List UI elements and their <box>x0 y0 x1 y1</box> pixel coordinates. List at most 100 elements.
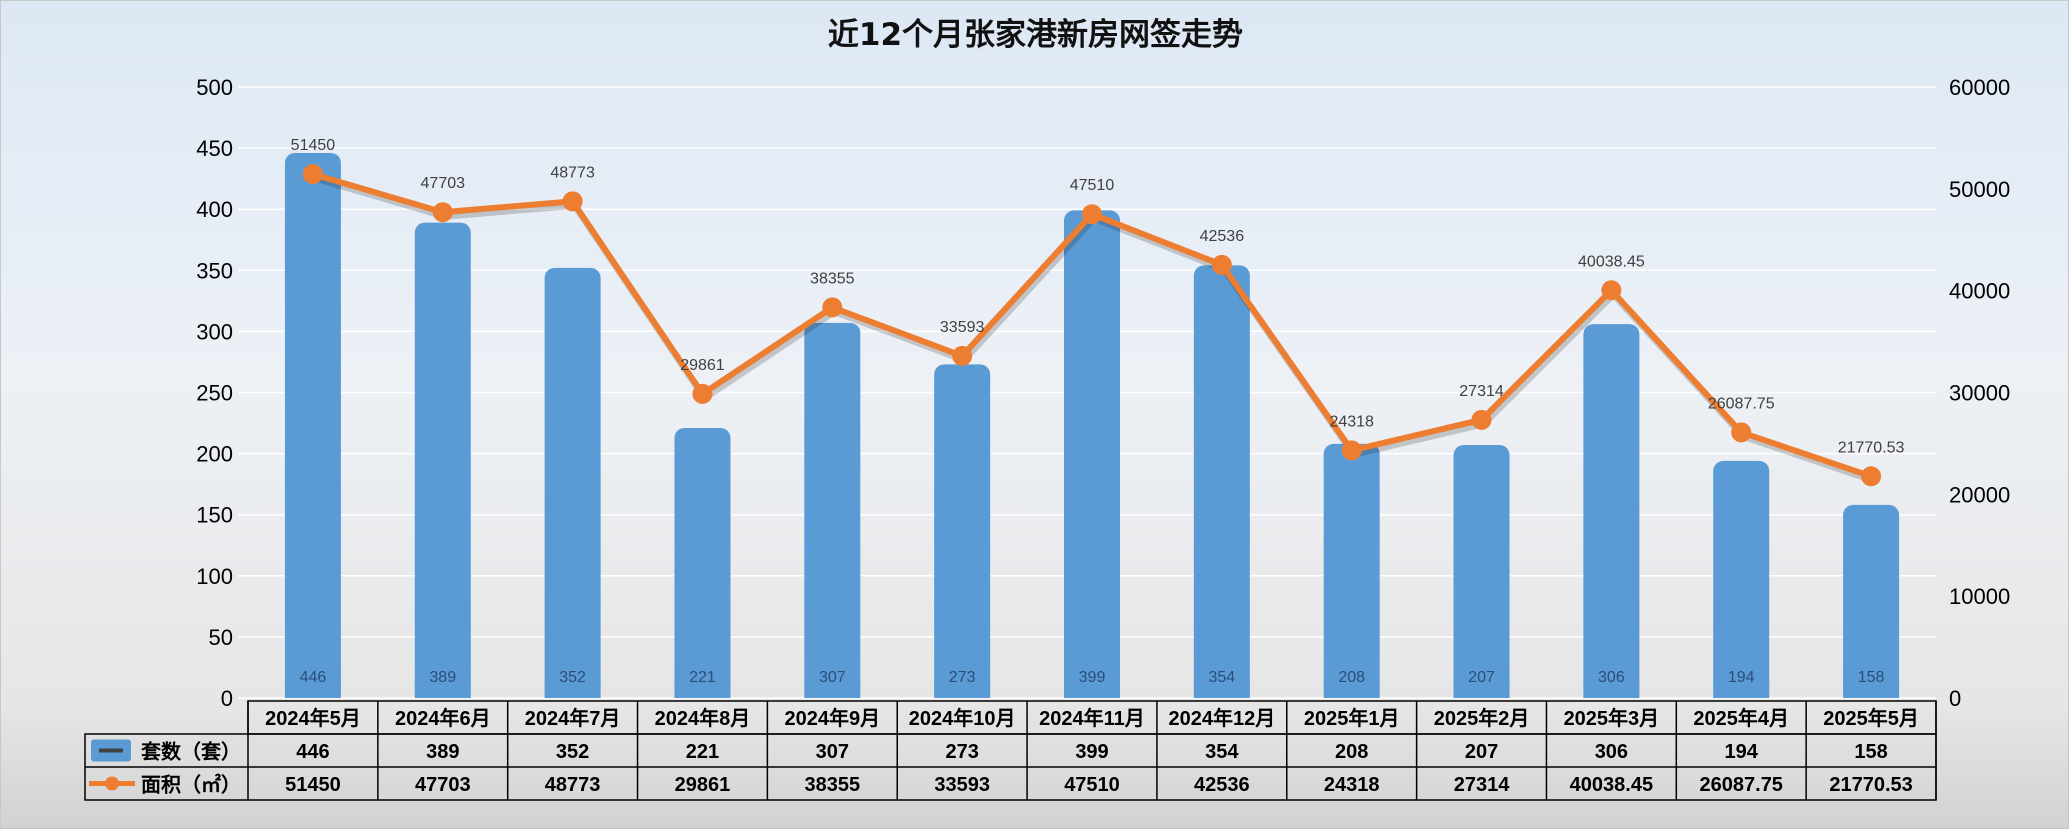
table-cell-count: 446 <box>296 741 329 763</box>
line-point <box>1211 254 1232 275</box>
line-point <box>432 202 453 223</box>
category-label: 2024年11月 <box>1039 706 1145 730</box>
line-value-label: 51450 <box>291 137 336 154</box>
category-label: 2024年9月 <box>784 706 880 730</box>
bar <box>1064 210 1120 698</box>
y-left-tick-label: 200 <box>196 442 233 467</box>
table-cell-count: 306 <box>1595 741 1628 763</box>
table-cell-area: 51450 <box>285 774 341 796</box>
line-point <box>302 164 323 185</box>
bar-base <box>1583 684 1640 698</box>
bar <box>1843 504 1900 698</box>
legend-key-point <box>105 776 119 791</box>
bar <box>414 222 471 698</box>
table-cell-count: 194 <box>1725 741 1759 763</box>
table-cell-count: 158 <box>1854 741 1887 763</box>
table-cell-area: 27314 <box>1454 774 1510 796</box>
bar-base <box>934 684 991 698</box>
line-point <box>822 297 843 318</box>
bar <box>674 427 731 698</box>
y-left-tick-label: 100 <box>196 564 233 589</box>
bar-base <box>1064 684 1120 698</box>
category-label: 2025年1月 <box>1304 706 1400 730</box>
bar-base <box>1713 684 1770 698</box>
bar <box>1583 324 1640 698</box>
table-cell-area: 47703 <box>415 774 471 796</box>
bar-value-label: 158 <box>1858 669 1885 686</box>
bar-base <box>674 684 731 698</box>
category-label: 2024年10月 <box>909 706 1016 730</box>
line-value-label: 40038.45 <box>1578 253 1645 270</box>
line-value-label: 48773 <box>550 164 595 181</box>
table-cell-area: 21770.53 <box>1829 774 1912 796</box>
y-left-tick-label: 250 <box>196 381 233 406</box>
category-label: 2025年2月 <box>1434 706 1530 730</box>
bar-base <box>1323 684 1380 698</box>
line-value-label: 27314 <box>1459 383 1504 400</box>
y-right-tick-label: 0 <box>1949 686 1961 711</box>
table-cell-count: 352 <box>556 741 589 763</box>
line-value-label: 47510 <box>1070 177 1115 194</box>
table-cell-area: 38355 <box>804 774 860 796</box>
line-point <box>1082 204 1102 225</box>
line-value-label: 47703 <box>421 175 466 192</box>
y-left-tick-label: 350 <box>196 258 233 283</box>
bar-value-label: 221 <box>689 669 716 686</box>
bar <box>284 152 341 698</box>
table-cell-count: 354 <box>1205 741 1239 763</box>
table-cell-count: 389 <box>426 741 459 763</box>
line-value-label: 42536 <box>1200 228 1245 245</box>
bar <box>1453 445 1510 698</box>
bar <box>1713 460 1770 698</box>
category-label: 2024年5月 <box>265 706 361 730</box>
line-value-label: 21770.53 <box>1838 439 1905 456</box>
line-point <box>562 191 583 212</box>
y-left-tick-label: 50 <box>209 625 233 650</box>
bar-value-label: 354 <box>1208 669 1235 686</box>
table-cell-area: 40038.45 <box>1570 774 1653 796</box>
bar-base <box>804 684 861 698</box>
y-left-tick-label: 500 <box>196 75 233 100</box>
y-right-tick-label: 50000 <box>1949 177 2010 202</box>
y-right-tick-label: 30000 <box>1949 381 2010 406</box>
y-right-tick-label: 40000 <box>1949 279 2010 304</box>
bar-base <box>414 684 471 698</box>
bar-value-label: 273 <box>949 669 976 686</box>
y-right-tick-label: 10000 <box>1949 584 2010 609</box>
line-value-label: 26087.75 <box>1708 395 1775 412</box>
legend-label-area: 面积（㎡） <box>141 773 241 797</box>
y-right-tick-label: 20000 <box>1949 482 2010 507</box>
line-value-label: 33593 <box>940 319 985 336</box>
line-point <box>1861 466 1882 487</box>
bar-value-label: 207 <box>1468 669 1495 686</box>
category-label: 2025年5月 <box>1823 706 1919 730</box>
category-label: 2024年6月 <box>395 706 491 730</box>
bar-value-label: 389 <box>429 669 456 686</box>
line-point <box>1731 422 1752 443</box>
y-left-tick-label: 0 <box>221 686 233 711</box>
category-label: 2025年3月 <box>1564 706 1660 730</box>
table-cell-count: 208 <box>1335 741 1368 763</box>
legend-label-count: 套数（套） <box>141 740 241 764</box>
bar-value-label: 307 <box>819 669 846 686</box>
bar <box>804 322 861 698</box>
table-cell-area: 33593 <box>934 774 990 796</box>
table-cell-area: 48773 <box>545 774 601 796</box>
y-left-tick-label: 300 <box>196 319 233 344</box>
category-label: 2024年12月 <box>1168 706 1275 730</box>
bar-value-label: 352 <box>559 669 586 686</box>
y-right-tick-label: 60000 <box>1949 75 2010 100</box>
table-cell-area: 42536 <box>1194 774 1250 796</box>
line-point <box>1471 409 1492 430</box>
table-cell-count: 307 <box>816 741 849 763</box>
table-cell-area: 26087.75 <box>1700 774 1783 796</box>
bar-value-label: 446 <box>300 669 327 686</box>
line-point <box>692 383 713 404</box>
chart-title: 近12个月张家港新房网签走势 <box>827 17 1244 53</box>
y-left-tick-label: 400 <box>196 197 233 222</box>
bar <box>1323 443 1380 698</box>
bar <box>1193 265 1250 698</box>
bar-base <box>1843 684 1900 698</box>
